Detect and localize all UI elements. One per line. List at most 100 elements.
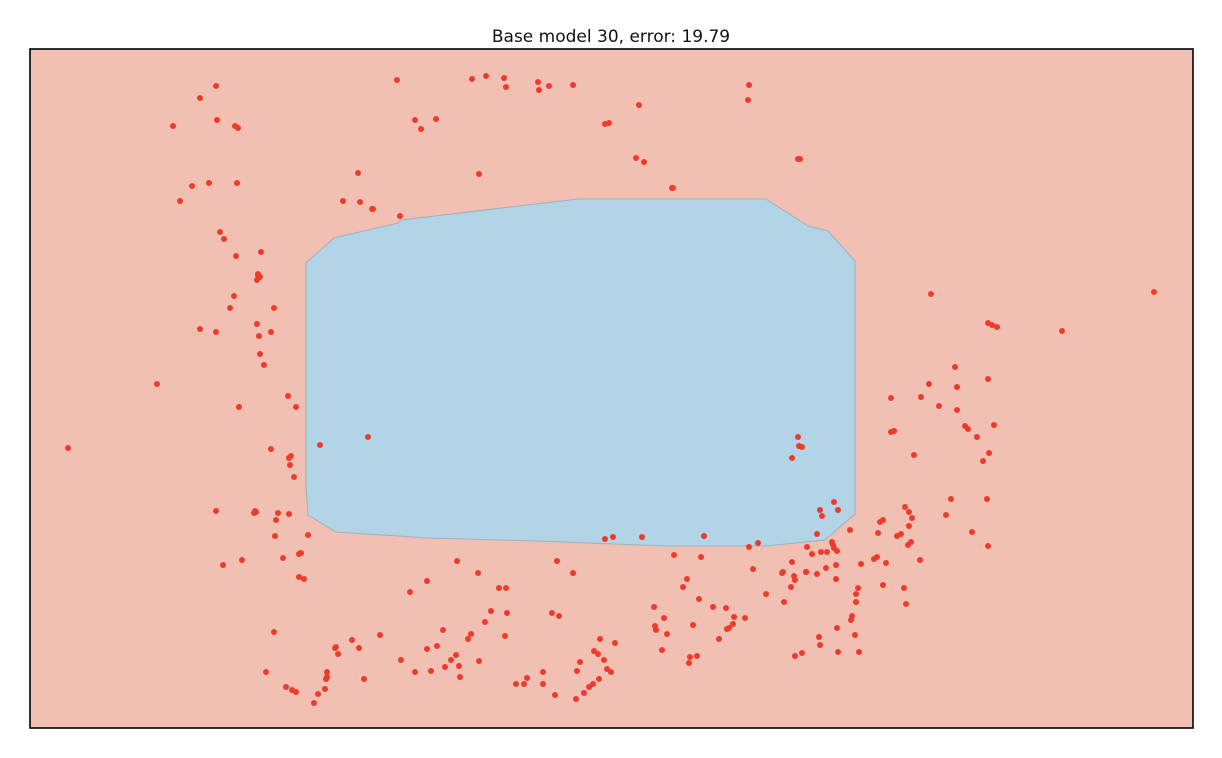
scatter-point: [280, 555, 286, 561]
scatter-point: [969, 529, 975, 535]
scatter-point: [301, 576, 307, 582]
scatter-point: [731, 614, 737, 620]
scatter-point: [482, 619, 488, 625]
scatter-point: [687, 654, 693, 660]
scatter-point: [597, 636, 603, 642]
scatter-point: [275, 510, 281, 516]
scatter-point: [540, 669, 546, 675]
scatter-point: [847, 527, 853, 533]
scatter-point: [819, 513, 825, 519]
scatter-point: [268, 446, 274, 452]
scatter-point: [206, 180, 212, 186]
scatter-point: [231, 293, 237, 299]
scatter-point: [742, 615, 748, 621]
scatter-point: [1151, 289, 1157, 295]
scatter-point: [817, 507, 823, 513]
scatter-point: [723, 605, 729, 611]
scatter-point: [612, 640, 618, 646]
scatter-point: [465, 636, 471, 642]
scatter-point: [816, 634, 822, 640]
scatter-point: [601, 657, 607, 663]
scatter-point: [664, 631, 670, 637]
scatter-point: [745, 97, 751, 103]
scatter-point: [636, 102, 642, 108]
scatter-point: [504, 610, 510, 616]
scatter-point: [980, 458, 986, 464]
scatter-point: [901, 585, 907, 591]
scatter-point: [433, 116, 439, 122]
scatter-point: [483, 73, 489, 79]
scatter-point: [286, 511, 292, 517]
scatter-point: [602, 536, 608, 542]
scatter-point: [521, 681, 527, 687]
scatter-point: [448, 657, 454, 663]
scatter-point: [974, 434, 980, 440]
scatter-point: [830, 542, 836, 548]
scatter-point: [818, 549, 824, 555]
scatter-point: [906, 523, 912, 529]
scatter-point: [835, 507, 841, 513]
scatter-point: [684, 576, 690, 582]
scatter-point: [986, 450, 992, 456]
scatter-point: [324, 669, 330, 675]
scatter-point: [903, 601, 909, 607]
scatter-point: [803, 569, 809, 575]
scatter-point: [891, 428, 897, 434]
scatter-point: [503, 585, 509, 591]
scatter-point: [653, 627, 659, 633]
scatter-point: [853, 599, 859, 605]
scatter-point: [880, 582, 886, 588]
scatter-point: [524, 675, 530, 681]
scatter-point: [984, 496, 990, 502]
scatter-point: [962, 423, 968, 429]
scatter-point: [852, 632, 858, 638]
scatter-point: [994, 324, 1000, 330]
scatter-point: [488, 608, 494, 614]
scatter-point: [701, 533, 707, 539]
scatter-point: [453, 652, 459, 658]
scatter-point: [639, 534, 645, 540]
scatter-point: [991, 422, 997, 428]
scatter-point: [696, 596, 702, 602]
scatter-point: [456, 663, 462, 669]
scatter-point: [407, 589, 413, 595]
scatter-point: [746, 82, 752, 88]
scatter-point: [781, 599, 787, 605]
scatter-point: [227, 305, 233, 311]
scatter-point: [556, 613, 562, 619]
scatter-point: [833, 562, 839, 568]
scatter-point: [906, 509, 912, 515]
scatter-point: [424, 578, 430, 584]
scatter-point: [877, 519, 883, 525]
scatter-point: [894, 533, 900, 539]
scatter-point: [948, 496, 954, 502]
scatter-point: [285, 393, 291, 399]
scatter-point: [476, 171, 482, 177]
scatter-point: [457, 674, 463, 680]
scatter-point: [789, 455, 795, 461]
scatter-point: [698, 554, 704, 560]
scatter-point: [710, 604, 716, 610]
scatter-point: [252, 508, 258, 514]
scatter-point: [848, 617, 854, 623]
scatter-point: [256, 333, 262, 339]
scatter-point: [428, 668, 434, 674]
scatter-point: [602, 121, 608, 127]
scatter-point: [332, 645, 338, 651]
scatter-point: [835, 649, 841, 655]
scatter-point: [257, 351, 263, 357]
scatter-point: [596, 676, 602, 682]
scatter-point: [671, 552, 677, 558]
scatter-point: [726, 625, 732, 631]
scatter-point: [789, 559, 795, 565]
scatter-point: [476, 658, 482, 664]
scatter-point: [257, 274, 263, 280]
scatter-point: [833, 576, 839, 582]
scatter-point: [424, 646, 430, 652]
scatter-point: [573, 696, 579, 702]
scatter-point: [817, 642, 823, 648]
scatter-point: [909, 515, 915, 521]
scatter-point: [651, 604, 657, 610]
scatter-point: [804, 544, 810, 550]
scatter-point: [213, 83, 219, 89]
